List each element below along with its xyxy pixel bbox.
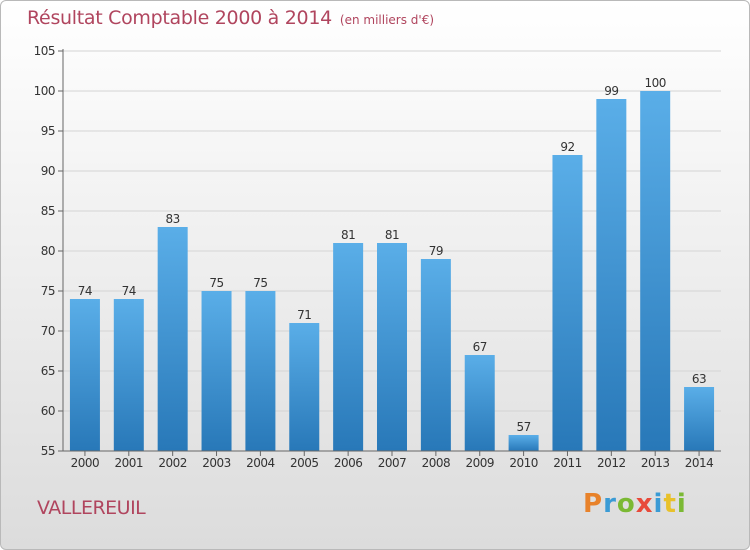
logo-letter: P <box>583 489 604 519</box>
x-tick-label-2012: 2012 <box>597 456 626 470</box>
x-tick-label-2001: 2001 <box>115 456 144 470</box>
data-label-2012: 99 <box>604 84 618 98</box>
logo-letter: r <box>603 489 617 519</box>
x-tick-label-2000: 2000 <box>71 456 100 470</box>
chart-title: Résultat Comptable 2000 à 2014 (en millie… <box>27 7 434 29</box>
data-label-2000: 74 <box>78 284 92 298</box>
bar-2000 <box>69 299 100 451</box>
data-label-2002: 83 <box>166 212 180 226</box>
data-label-2001: 74 <box>122 284 136 298</box>
bar-2012 <box>596 99 627 451</box>
y-tick-label: 70 <box>41 324 55 338</box>
bar-2005 <box>289 323 320 451</box>
x-tick-label-2003: 2003 <box>202 456 231 470</box>
x-tick-label-2007: 2007 <box>378 456 407 470</box>
chart-title-text: Résultat Comptable 2000 à 2014 <box>27 7 332 29</box>
bar-2006 <box>333 243 364 451</box>
y-tick-label: 65 <box>41 364 55 378</box>
x-tick-label-2009: 2009 <box>465 456 494 470</box>
logo-letter: i <box>653 489 664 519</box>
y-tick-label: 105 <box>34 44 55 58</box>
logo-letter: o <box>616 489 636 519</box>
y-tick-label: 90 <box>41 164 55 178</box>
bar-2001 <box>113 299 144 451</box>
proxiti-logo: Proxiti <box>583 489 687 519</box>
chart-subtitle: (en milliers d'€) <box>339 13 435 27</box>
x-tick-label-2010: 2010 <box>509 456 538 470</box>
logo-letter: t <box>663 489 677 519</box>
y-tick-label: 60 <box>41 404 55 418</box>
bar-2003 <box>201 291 232 451</box>
bar-2007 <box>377 243 407 451</box>
bar-2008 <box>420 259 451 451</box>
bar-2014 <box>684 387 715 451</box>
x-tick-label-2002: 2002 <box>158 456 187 470</box>
bar-2002 <box>157 227 188 451</box>
bar-2004 <box>245 291 276 451</box>
y-tick-label: 95 <box>41 124 55 138</box>
bars <box>69 91 715 451</box>
data-label-2005: 71 <box>297 308 311 322</box>
data-labels: 74 74 83 75 75 71 81 81 79 67 57 92 99 100 63 <box>78 76 707 434</box>
data-label-2014: 63 <box>692 372 706 386</box>
y-tick-label: 80 <box>41 244 55 258</box>
x-tick-label-2008: 2008 <box>422 456 451 470</box>
data-label-2009: 67 <box>473 340 487 354</box>
x-tick-label-2013: 2013 <box>641 456 670 470</box>
x-tick-label-2005: 2005 <box>290 456 319 470</box>
logo-letter: x <box>635 489 654 519</box>
bar-2010 <box>508 435 539 451</box>
x-tick-label-2014: 2014 <box>685 456 714 470</box>
x-tick-label-2004: 2004 <box>246 456 275 470</box>
data-label-2008: 79 <box>429 244 443 258</box>
logo-letter: i <box>676 489 687 519</box>
commune-name: VALLEREUIL <box>37 497 146 519</box>
data-label-2010: 57 <box>516 420 530 434</box>
bar-2011 <box>552 155 583 451</box>
bar-2009 <box>464 355 495 451</box>
data-label-2007: 81 <box>385 228 399 242</box>
x-tick-label-2006: 2006 <box>334 456 363 470</box>
data-label-2004: 75 <box>253 276 267 290</box>
y-tick-label: 100 <box>34 84 55 98</box>
y-tick-label: 55 <box>41 444 55 458</box>
data-label-2006: 81 <box>341 228 355 242</box>
y-tick-label: 75 <box>41 284 55 298</box>
bar-2013 <box>640 91 671 451</box>
data-label-2011: 92 <box>560 140 574 154</box>
y-tick-label: 85 <box>41 204 55 218</box>
axes: 55 60 65 70 75 80 85 90 95 100 105 2000 2001 2002 2003… <box>34 44 721 470</box>
data-label-2013: 100 <box>644 76 665 90</box>
x-tick-label-2011: 2011 <box>553 456 582 470</box>
data-label-2003: 75 <box>209 276 223 290</box>
